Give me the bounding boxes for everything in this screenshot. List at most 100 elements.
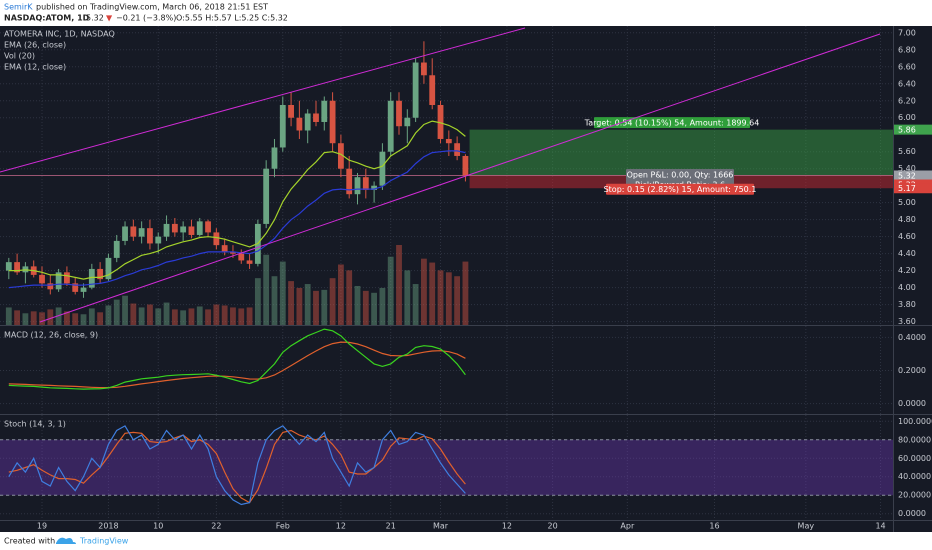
volume-bar — [147, 304, 153, 325]
volume-bar — [97, 312, 104, 325]
y-tick-label: 0.0000 — [898, 509, 926, 518]
volume-bar — [64, 311, 70, 325]
price-badge-label: 5.17 — [898, 184, 916, 193]
candle-body — [55, 272, 62, 290]
x-tick-label: Feb — [276, 522, 290, 531]
candle-body — [105, 257, 112, 280]
x-tick-label: 16 — [709, 522, 719, 531]
price-badge-label: 5.86 — [898, 126, 916, 135]
candle-body — [387, 100, 394, 152]
candle-body — [296, 117, 303, 131]
volume-bar — [271, 276, 278, 325]
candle-body — [221, 245, 228, 252]
y-tick-label: 4.40 — [898, 249, 916, 258]
candle-body — [337, 143, 344, 169]
x-tick-label: 12 — [336, 522, 346, 531]
chart-bg — [0, 26, 932, 532]
volume-bar — [55, 307, 62, 325]
volume-bar — [138, 307, 145, 325]
candle-body — [64, 272, 70, 284]
candle-body — [80, 287, 87, 292]
candle-body — [437, 104, 444, 139]
candle-body — [122, 226, 128, 241]
x-tick-label: Apr — [620, 522, 635, 531]
change: −0.21 (−3.8%) — [116, 14, 176, 23]
x-tick-label: 10 — [153, 522, 163, 531]
footer-brand[interactable]: TradingView — [79, 537, 129, 546]
candle-body — [88, 268, 95, 288]
y-tick-label: 20.0000 — [898, 491, 931, 500]
volume-bar — [371, 292, 378, 325]
price-badge — [894, 124, 932, 135]
x-tick-label: 12 — [502, 522, 512, 531]
y-tick-label: 4.80 — [898, 215, 916, 224]
published: published on TradingView.com, March 06, … — [36, 3, 268, 12]
volume-bar — [454, 276, 461, 325]
logo — [56, 537, 76, 544]
x-tick-label: Mar — [433, 522, 449, 531]
y-tick-label: 4.60 — [898, 232, 916, 241]
legend-entry: EMA (12, close) — [4, 63, 66, 72]
candle-body — [263, 168, 270, 224]
volume-bar — [304, 284, 311, 325]
volume-bar — [238, 308, 245, 325]
x-tick-label: 22 — [211, 522, 221, 531]
candle-body — [147, 228, 153, 244]
x-tick-label: May — [798, 522, 815, 531]
y-tick-label: 3.80 — [898, 300, 916, 309]
volume-bar — [296, 287, 303, 325]
volume-bar — [188, 308, 195, 325]
y-tick-label: 6.20 — [898, 96, 916, 105]
candle-body — [379, 151, 386, 186]
y-tick-label: 0.2000 — [898, 366, 926, 375]
marks: Target: 0.54 (10.15%) 54, Amount: 1899.6… — [0, 41, 893, 506]
y-tick-label: 6.40 — [898, 79, 916, 88]
volume-bar — [171, 309, 178, 325]
candle-body — [371, 185, 378, 190]
x-tick-label: 14 — [875, 522, 885, 531]
candle-body — [313, 113, 319, 122]
x-tick-label: 20 — [548, 522, 558, 531]
label-box — [606, 183, 754, 195]
y-tick-label: 80.0000 — [898, 435, 931, 444]
candle-body — [362, 177, 369, 190]
volume-bar — [205, 309, 211, 325]
author[interactable]: SemirK — [4, 3, 33, 12]
volume-bar — [288, 281, 294, 325]
volume-bar — [30, 311, 37, 325]
last-price: 5.32 — [86, 14, 104, 23]
volume-bar — [313, 290, 319, 325]
candle-body — [47, 283, 54, 290]
volume-bar — [221, 305, 228, 325]
target-zone — [469, 129, 893, 176]
volume-bar — [246, 307, 253, 325]
volume-bar — [445, 272, 452, 325]
volume-bar — [396, 245, 402, 325]
candle-body — [163, 223, 170, 237]
candle-body — [188, 226, 195, 235]
volume-bar — [213, 304, 220, 325]
volume-bar — [379, 287, 386, 325]
x-tick-label: 2018 — [98, 522, 118, 531]
candle-body — [271, 147, 278, 169]
volume-bar — [113, 299, 120, 325]
y-tick-label: 4.00 — [898, 283, 916, 292]
candle-body — [396, 100, 402, 127]
candle-body — [205, 221, 211, 233]
price-badge — [894, 183, 932, 194]
volume-bar — [337, 264, 344, 325]
candle-body — [288, 104, 294, 118]
y-tick-label: 5.40 — [898, 164, 916, 173]
ema-line — [8, 120, 466, 280]
volume-bar — [5, 307, 12, 325]
volume-bar — [329, 278, 336, 325]
volume-bar — [254, 278, 261, 325]
candle-body — [155, 236, 162, 244]
x-tick-label: 19 — [37, 522, 47, 531]
volume-bar — [230, 307, 236, 325]
candle-body — [230, 251, 236, 254]
candle-body — [321, 100, 328, 122]
candle-body — [412, 62, 419, 118]
volume-bar — [462, 261, 469, 325]
